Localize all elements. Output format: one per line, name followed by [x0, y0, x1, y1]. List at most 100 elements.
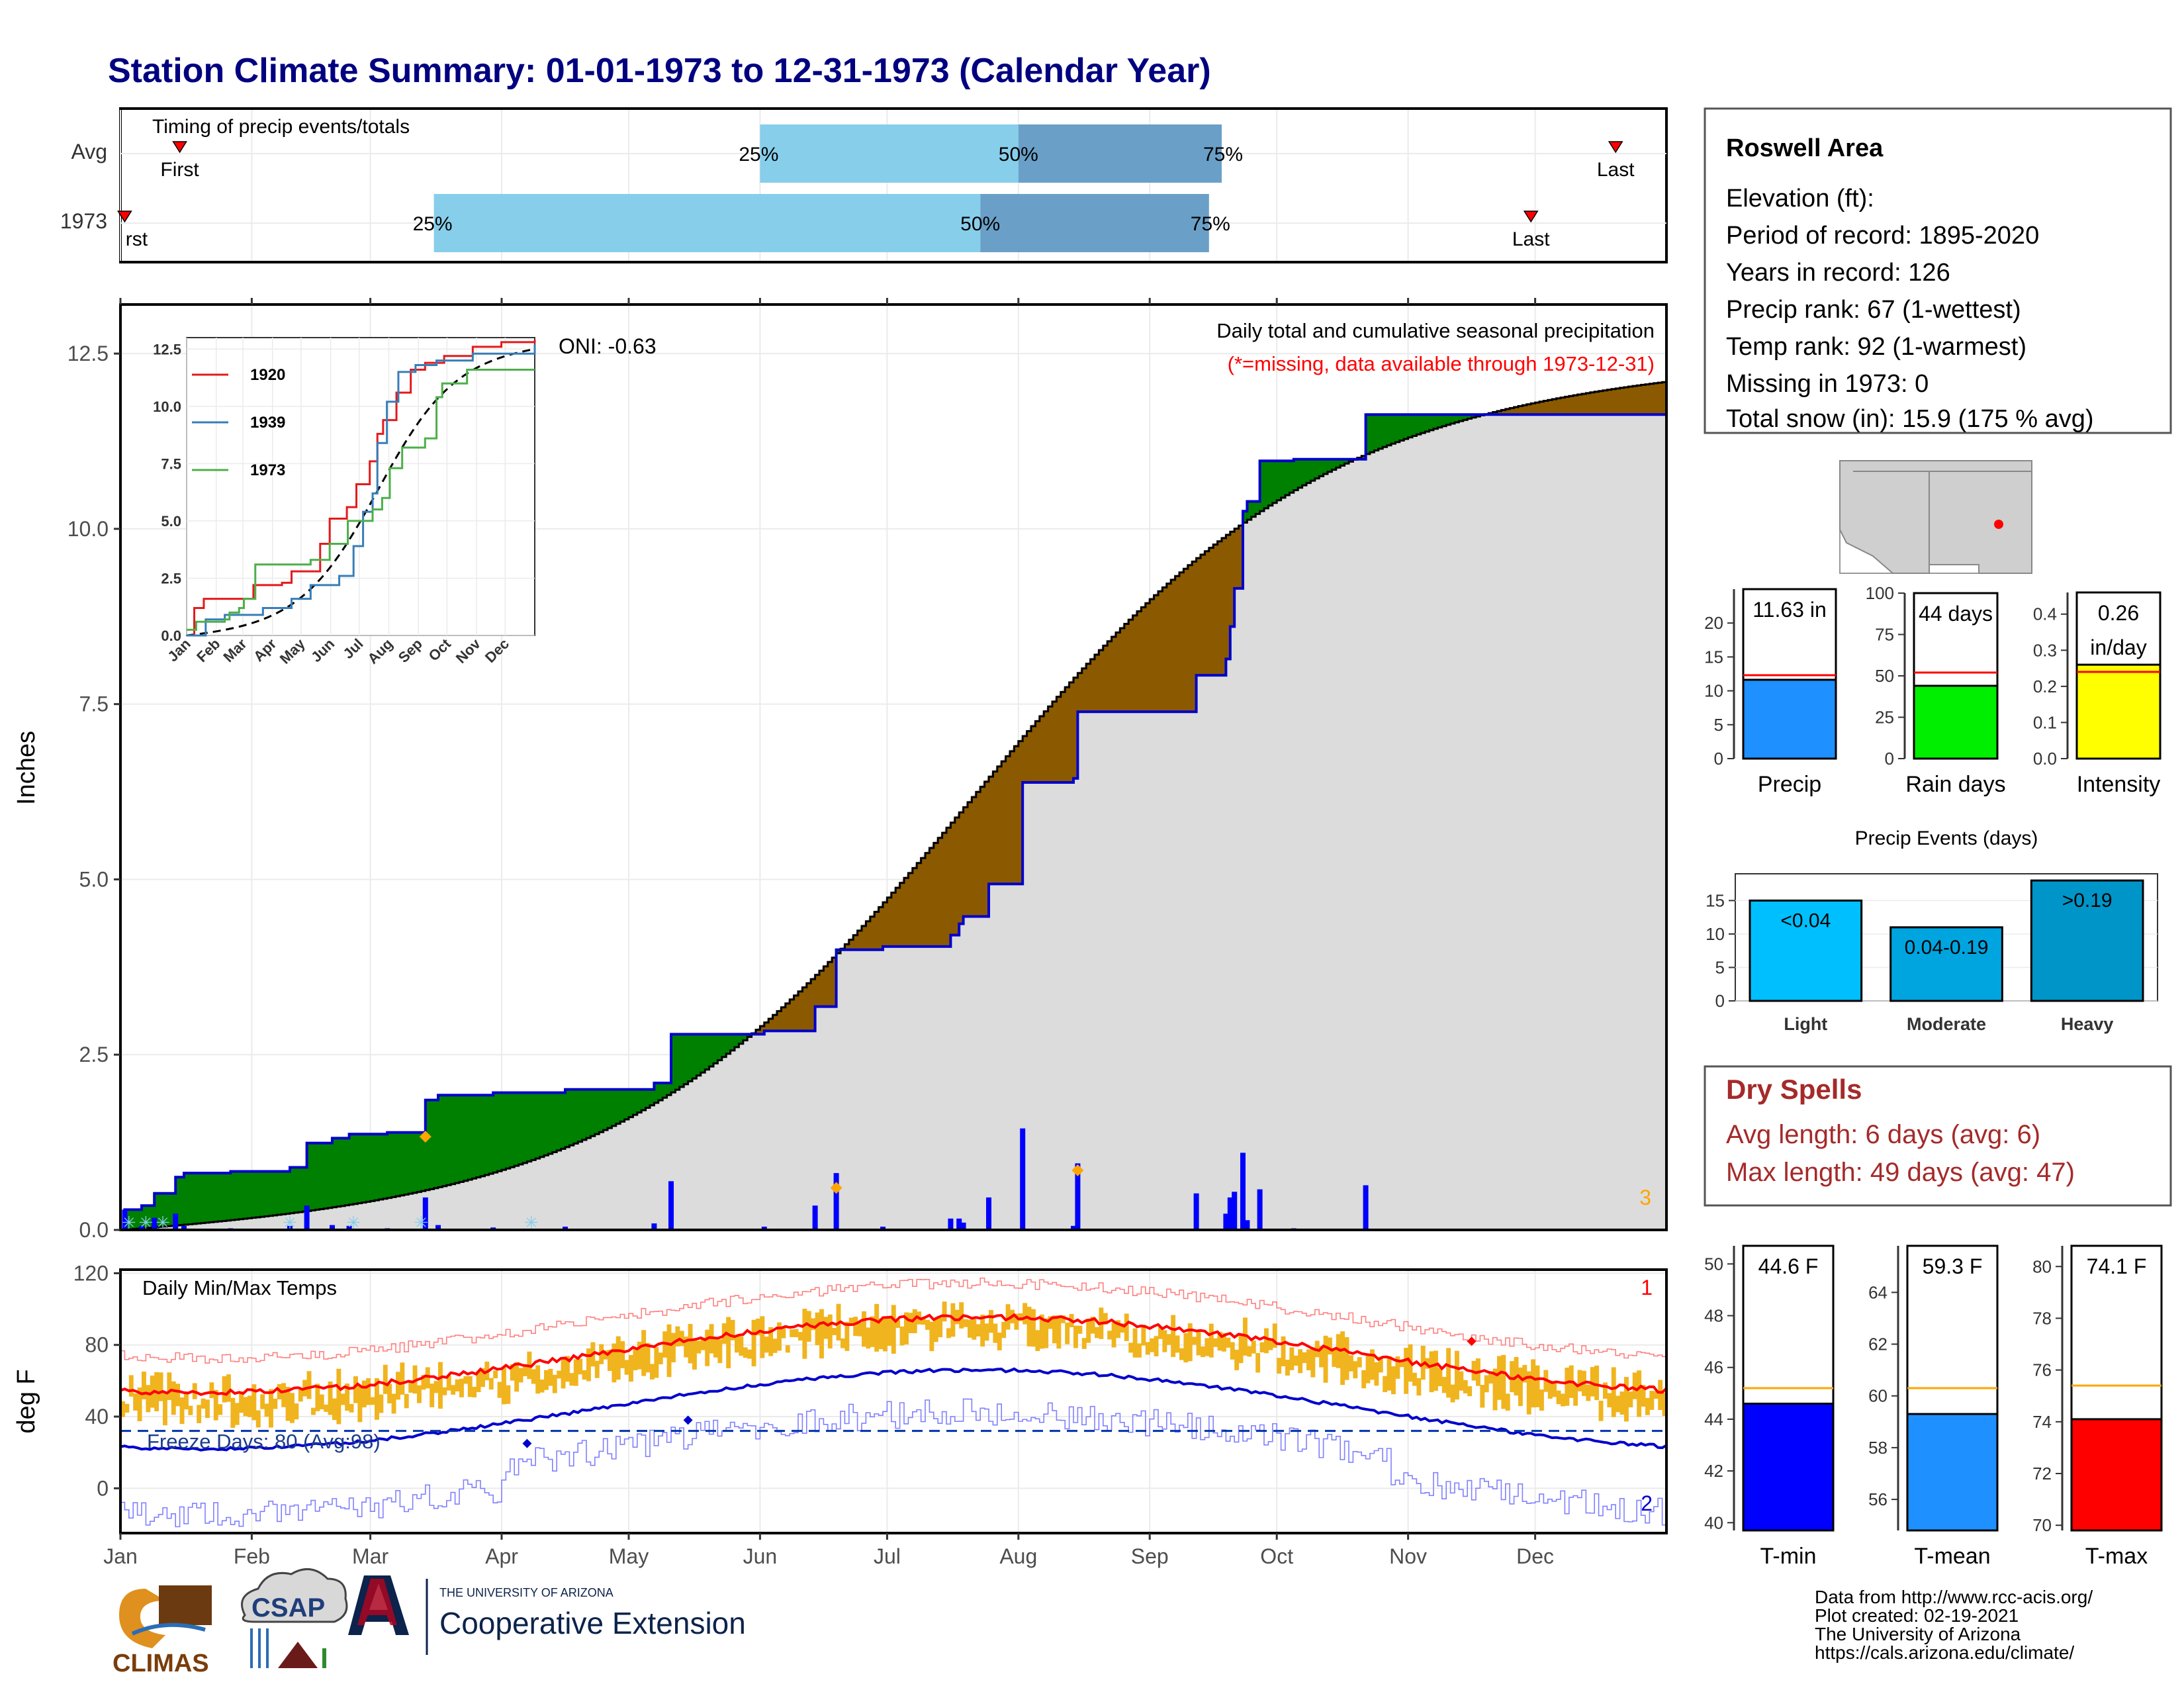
daily-temp-range-bar — [815, 1312, 820, 1346]
daily-temp-range-bar — [1077, 1325, 1083, 1334]
above-avg-segment — [273, 1171, 278, 1215]
snow-marker — [830, 1182, 842, 1194]
above-avg-segment — [1433, 414, 1438, 429]
below-avg-segment — [993, 771, 998, 884]
above-avg-segment — [717, 1034, 723, 1060]
first-precip-marker — [117, 211, 132, 223]
inset-frame — [186, 337, 535, 636]
daily-temp-range-bar — [1213, 1338, 1218, 1347]
footer-line: The University of Arizona — [1815, 1624, 2021, 1644]
below-avg-segment — [1573, 395, 1578, 415]
daily-temp-range-bar — [400, 1362, 405, 1395]
daily-precip-bar — [139, 1225, 144, 1230]
inset-line-1973 — [187, 368, 535, 631]
summary-bar-label: 11.63 in — [1752, 598, 1827, 622]
above-avg-segment — [836, 949, 841, 954]
above-avg-segment — [1416, 414, 1422, 435]
daily-temp-range-bar — [1370, 1349, 1375, 1380]
above-avg-segment — [713, 1034, 718, 1064]
daily-temp-range-bar — [739, 1336, 744, 1356]
daily-temp-range-bar — [899, 1326, 905, 1346]
daily-temp-range-bar — [408, 1381, 414, 1393]
daily-temp-range-bar — [1501, 1354, 1506, 1409]
above-avg-segment — [1268, 461, 1273, 506]
daily-temp-range-bar — [984, 1323, 989, 1341]
daily-temp-range-bar — [128, 1375, 134, 1397]
precip-events-ytick-label: 5 — [1715, 957, 1725, 977]
below-avg-segment — [874, 912, 880, 950]
daily-temp-range-bar — [1340, 1331, 1345, 1385]
daily-temp-range-bar — [209, 1382, 214, 1399]
daily-temp-range-bar — [264, 1403, 269, 1417]
temp-ytick-label: 80 — [85, 1333, 109, 1357]
above-avg-segment — [230, 1171, 236, 1221]
dry-spells-max: Max length: 49 days (avg: 47) — [1726, 1158, 2075, 1187]
daily-temp-range-bar — [387, 1383, 392, 1403]
below-avg-segment — [1099, 650, 1104, 712]
above-avg-segment — [451, 1095, 456, 1184]
record-min-line — [120, 1398, 1667, 1528]
above-avg-segment — [446, 1095, 451, 1186]
daily-temp-range-bar — [548, 1368, 553, 1386]
timing-bar-50-75 — [980, 194, 1209, 252]
above-avg-segment — [1374, 414, 1379, 451]
daily-temp-range-bar — [1399, 1360, 1404, 1368]
daily-temp-range-bar — [1416, 1378, 1422, 1396]
month-label: May — [609, 1544, 649, 1568]
station-info-frame — [1704, 107, 2172, 434]
below-avg-segment — [1539, 401, 1544, 415]
below-avg-segment — [1586, 393, 1591, 415]
daily-temp-range-bar — [565, 1356, 570, 1382]
inset-ytick-label: 2.5 — [161, 570, 181, 586]
below-avg-segment — [1208, 547, 1214, 676]
precip-panel: ✳ ✳ ✳ ✳ ✳ ✳ ✳ 0.02.55.07.510.012.5 Inches Dail… — [13, 298, 1668, 1242]
daily-temp-range-bar — [421, 1375, 426, 1390]
above-avg-segment — [379, 1134, 384, 1200]
above-avg-segment — [679, 1034, 684, 1088]
summary-bar-value — [1742, 1402, 1835, 1532]
daily-temp-range-bar — [1336, 1334, 1341, 1368]
daily-temp-range-bar — [451, 1385, 456, 1395]
daily-temp-range-bar — [417, 1385, 422, 1403]
below-avg-segment — [1531, 403, 1536, 415]
above-avg-segment — [133, 1209, 138, 1229]
daily-temp-range-bar — [1383, 1376, 1388, 1393]
daily-temp-range-bar — [1128, 1342, 1134, 1353]
below-avg-segment — [968, 802, 972, 917]
above-avg-segment — [506, 1092, 511, 1169]
last-precip-marker — [1523, 211, 1539, 223]
above-avg-segment — [163, 1193, 167, 1227]
summary-bar-category: T-max — [2085, 1544, 2148, 1569]
below-avg-segment — [1607, 389, 1612, 415]
above-avg-segment — [531, 1092, 536, 1160]
below-avg-segment — [853, 935, 858, 950]
daily-temp-range-bar — [1526, 1371, 1531, 1415]
daily-temp-range-bar — [467, 1376, 473, 1397]
above-avg-segment — [146, 1205, 151, 1228]
below-avg-segment — [1039, 716, 1044, 783]
above-avg-segment — [383, 1134, 388, 1199]
locator-map — [1839, 460, 2032, 574]
tmin-summary-chart: 40 42 44 46 48 50 44.6 F T-min — [1704, 1244, 1835, 1569]
above-avg-segment — [357, 1134, 363, 1203]
avg-cumulative-fill — [120, 381, 1666, 1230]
below-avg-segment — [891, 892, 896, 947]
below-avg-segment — [963, 807, 968, 917]
above-avg-segment — [209, 1173, 214, 1223]
daily-temp-range-bar — [319, 1394, 324, 1410]
daily-precip-bar — [651, 1223, 657, 1230]
below-avg-segment — [883, 902, 887, 947]
daily-precip-bar — [435, 1225, 441, 1230]
summary-bar-label: 44.6 F — [1758, 1254, 1819, 1278]
station-line: Precip rank: 67 (1-wettest) — [1726, 296, 2021, 324]
below-avg-segment — [878, 907, 884, 950]
summary-ytick-label: 15 — [1704, 647, 1723, 667]
below-avg-segment — [1226, 535, 1231, 659]
timing-bar-25-50 — [433, 194, 981, 252]
daily-temp-range-bar — [1598, 1400, 1604, 1421]
below-avg-segment — [933, 843, 938, 947]
below-avg-segment — [1141, 607, 1146, 712]
above-avg-segment — [578, 1089, 583, 1142]
daily-temp-range-bar — [1217, 1331, 1222, 1351]
below-avg-segment — [1552, 399, 1557, 415]
